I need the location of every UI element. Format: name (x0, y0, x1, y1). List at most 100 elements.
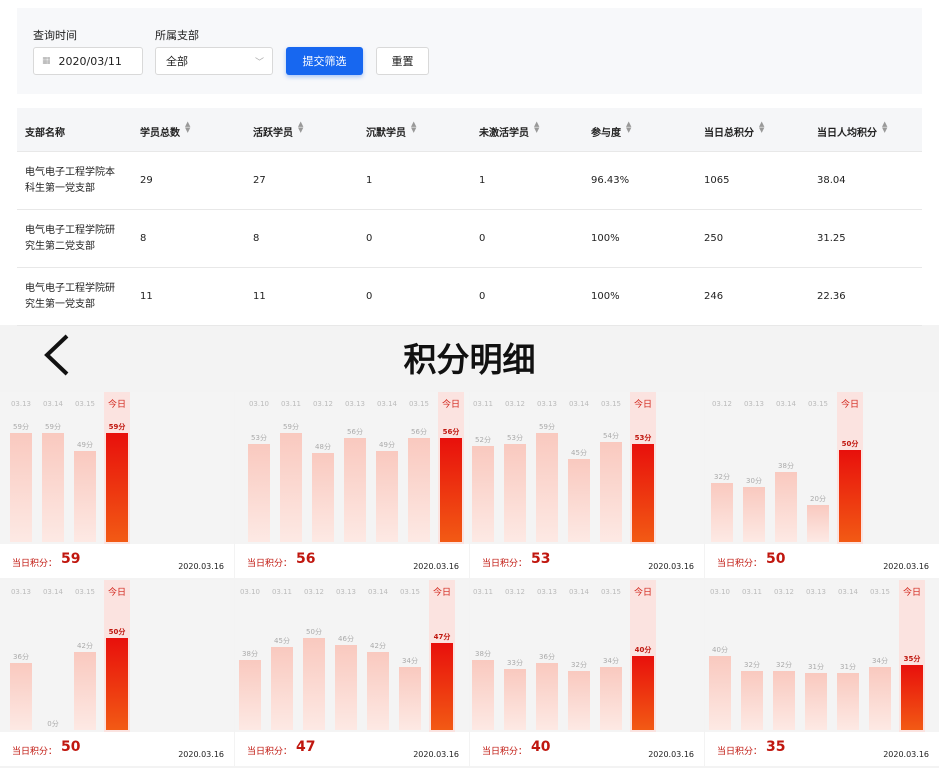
table-cell: 0 (479, 291, 486, 302)
score-value: 53 (531, 551, 551, 567)
date-label: 03.11 (472, 588, 494, 596)
bar-value-label: 36分 (539, 653, 555, 662)
table-header (17, 108, 922, 152)
score-value: 50 (766, 551, 786, 567)
bar-value-label: 40分 (712, 646, 728, 654)
column-header: 支部名称 (25, 128, 65, 139)
score-value: 40 (531, 739, 551, 755)
table-cell: 0 (366, 291, 373, 302)
sort-icon[interactable]: ▲ ▼ (411, 120, 417, 134)
date-input[interactable]: ▦ 2020/03/11 (33, 47, 143, 75)
score-label: 当日积分： (247, 559, 293, 569)
bar (775, 471, 797, 542)
bar-value-label: 34分 (402, 657, 418, 666)
today-bar (106, 637, 128, 730)
bar (408, 438, 430, 542)
score-value: 56 (296, 551, 316, 567)
table-cell: 22.36 (817, 291, 846, 302)
bar-value-label: 33分 (507, 658, 523, 667)
today-bar (632, 656, 654, 730)
table-cell: 29 (140, 175, 153, 186)
date-label: 03.10 (248, 400, 270, 408)
score-label: 当日积分： (482, 747, 528, 757)
bar-value-label: 38分 (778, 461, 794, 470)
score-label: 当日积分： (482, 559, 528, 569)
date-label: 03.12 (312, 400, 334, 408)
table-cell: 1 (479, 175, 486, 186)
bar (10, 432, 32, 542)
sort-icon[interactable]: ▲ ▼ (185, 120, 191, 134)
date-label: 03.15 (74, 400, 96, 408)
card-date: 2020.03.16 (648, 562, 694, 571)
column-header: 未激活学员 (479, 128, 529, 139)
date-label: 03.14 (367, 588, 389, 596)
bar-value-label: 50分 (306, 627, 322, 636)
card-date: 2020.03.16 (648, 750, 694, 759)
table-cell: 8 (140, 233, 147, 244)
score-card: 今日 03.12 32分 03.13 30分 03.14 38分 03.15 20分 50分 当日积… (705, 392, 939, 578)
table-cell: 100% (591, 233, 620, 244)
date-label: 03.13 (536, 588, 558, 596)
today-label: 今日 (633, 588, 652, 598)
bar (711, 482, 733, 542)
table-cell: 100% (591, 291, 620, 302)
bar (773, 670, 795, 730)
table-cell: 1 (366, 175, 373, 186)
bar (312, 453, 334, 542)
date-label: 03.10 (709, 588, 731, 596)
today-label: 今日 (902, 588, 921, 598)
date-label: 03.14 (568, 400, 590, 408)
bar (472, 445, 494, 542)
table-cell: 38.04 (817, 175, 846, 186)
today-label: 今日 (107, 588, 126, 598)
bar (248, 443, 270, 542)
bar (536, 432, 558, 542)
back-arrow[interactable] (40, 332, 72, 378)
table-cell: 电气电子工程学院本科生第一党支部 (25, 167, 115, 194)
sort-icon[interactable]: ▲ ▼ (298, 120, 304, 134)
score-label: 当日积分： (717, 747, 763, 757)
score-card: 今日 03.10 38分 03.11 45分 03.12 50分 03.13 46分 03.14 4… (235, 580, 469, 766)
bar-value-label: 34分 (872, 657, 888, 666)
today-value-label: 56分 (442, 428, 460, 437)
bar-value-label: 30分 (746, 476, 762, 485)
score-card: 今日 03.10 40分 03.11 32分 03.12 32分 03.13 31分 03.14 3… (705, 580, 939, 766)
bar-value-label: 56分 (347, 428, 363, 437)
branch-select[interactable]: 全部 ﹀ (155, 47, 273, 75)
bar-value-label: 49分 (77, 441, 93, 450)
bar (376, 451, 398, 542)
date-label: 03.13 (536, 400, 558, 408)
bar-value-label: 59分 (13, 422, 29, 431)
sort-icon[interactable]: ▲ ▼ (534, 120, 540, 134)
bar-value-label: 59分 (45, 422, 61, 431)
date-label: 03.15 (399, 588, 421, 596)
today-bar (839, 449, 861, 542)
sort-icon[interactable]: ▲ ▼ (759, 120, 765, 134)
bar (367, 652, 389, 730)
card-date: 2020.03.16 (883, 562, 929, 571)
date-label: 03.15 (74, 588, 96, 596)
today-bar (431, 643, 453, 730)
reset-button[interactable]: 重置 (376, 47, 429, 75)
bar-value-label: 38分 (242, 649, 258, 658)
date-label: 03.15 (600, 400, 622, 408)
date-label: 03.14 (376, 400, 398, 408)
sort-icon[interactable]: ▲ ▼ (626, 120, 632, 134)
bar (709, 656, 731, 730)
bar (74, 451, 96, 542)
table-cell: 250 (704, 233, 724, 244)
bar (568, 670, 590, 730)
bar-value-label: 45分 (274, 636, 290, 645)
table-cell: 31.25 (817, 233, 846, 244)
card-date: 2020.03.16 (178, 750, 224, 759)
submit-button[interactable]: 提交筛选 (286, 47, 363, 75)
bar-value-label: 36分 (13, 653, 29, 662)
sort-icon[interactable]: ▲ ▼ (882, 120, 888, 134)
bar (303, 637, 325, 730)
table-cell: 电气电子工程学院研究生第一党支部 (25, 283, 115, 310)
bar (568, 458, 590, 542)
select-value: 全部 (166, 55, 188, 68)
bar (239, 659, 261, 730)
table-cell: 0 (479, 233, 486, 244)
bar-value-label: 32分 (714, 472, 730, 481)
